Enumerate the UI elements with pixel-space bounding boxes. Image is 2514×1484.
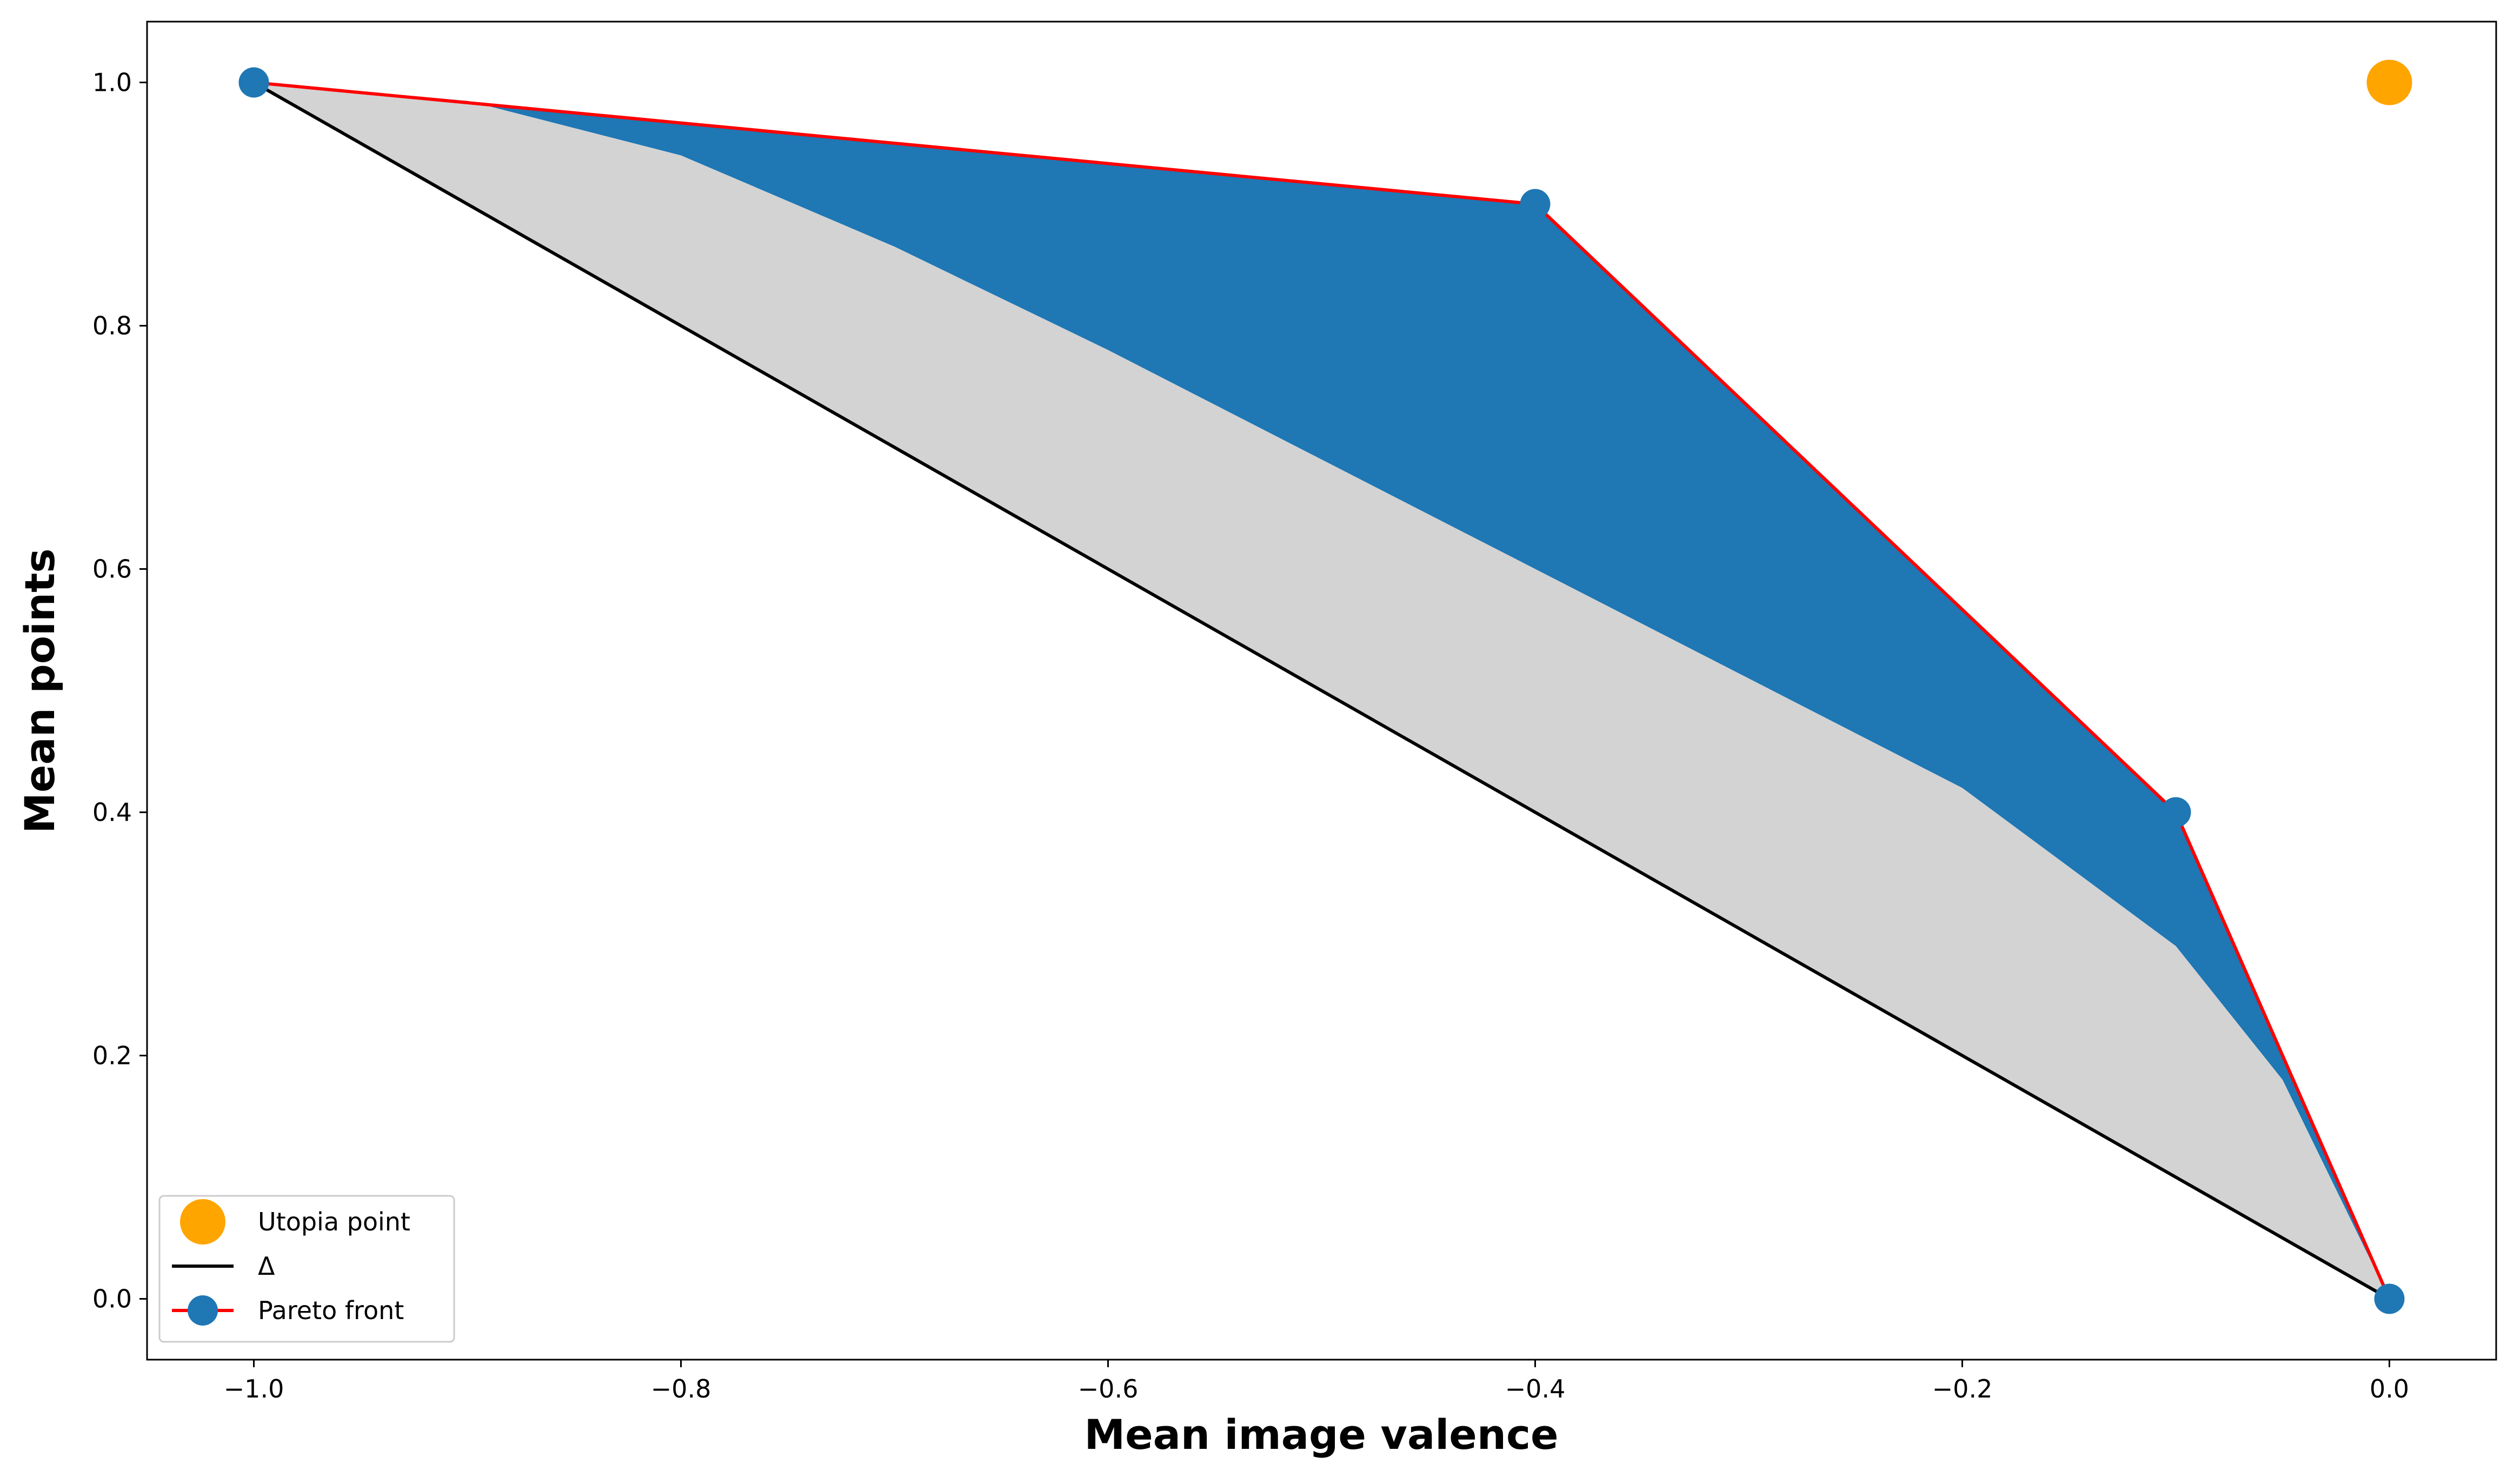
x-tick-label-1: −0.8 xyxy=(651,1374,711,1403)
y-tick-label-3: 0.6 xyxy=(92,555,132,584)
x-tick-label-4: −0.2 xyxy=(1932,1374,1993,1403)
y-tick-label-5: 1.0 xyxy=(92,68,132,97)
pareto-point-2 xyxy=(2160,797,2191,828)
y-tick-label-0: 0.0 xyxy=(92,1285,132,1314)
x-tick-label-3: −0.4 xyxy=(1505,1374,1566,1403)
pareto-front-line xyxy=(254,81,2391,1300)
y-tick-label-1: 0.2 xyxy=(92,1041,132,1070)
y-tick-label-4: 0.8 xyxy=(92,311,132,341)
axis-ticks: −1.0 −0.8 −0.6 −0.4 −0.2 0.0 0.0 0.2 0.4 0.6 0.8 1.… xyxy=(92,68,2409,1404)
pareto-point-0 xyxy=(238,67,269,98)
legend-pareto-marker xyxy=(188,1295,218,1326)
x-tick-label-2: −0.6 xyxy=(1078,1374,1139,1403)
pareto-point-3 xyxy=(2374,1283,2405,1314)
delta-line xyxy=(253,81,2390,1301)
legend-box xyxy=(158,1195,455,1343)
legend: Utopia point Δ Pareto front xyxy=(158,1195,455,1343)
legend-delta-label: Δ xyxy=(258,1252,275,1281)
x-tick-label-0: −1.0 xyxy=(224,1374,284,1403)
y-tick-label-2: 0.4 xyxy=(92,798,132,827)
legend-utopia-label: Utopia point xyxy=(258,1207,410,1236)
pareto-region xyxy=(254,82,2390,1299)
plot-frame xyxy=(146,21,2497,1361)
x-axis-label: Mean image valence xyxy=(1084,1410,1558,1459)
x-tick-label-5: 0.0 xyxy=(2370,1374,2409,1403)
y-axis-label: Mean points xyxy=(16,548,64,833)
legend-utopia-marker xyxy=(180,1199,225,1245)
utopia-point xyxy=(2366,59,2412,105)
pareto-point-1 xyxy=(1520,189,1551,219)
legend-pareto-label: Pareto front xyxy=(258,1296,404,1325)
plot-area xyxy=(238,59,2412,1314)
